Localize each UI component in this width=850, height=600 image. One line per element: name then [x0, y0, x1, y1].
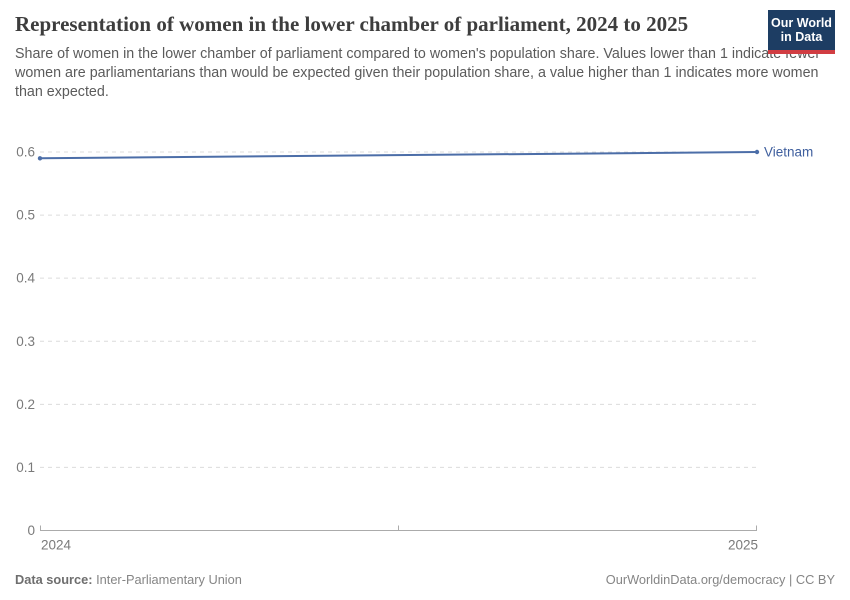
x-tick-label: 2024 — [41, 538, 72, 553]
owid-logo-line1: Our World — [771, 16, 832, 30]
y-tick-label: 0.1 — [16, 460, 35, 475]
series-line[interactable] — [39, 151, 758, 160]
data-source-value: Inter-Parliamentary Union — [92, 572, 242, 587]
owid-logo: Our World in Data — [768, 10, 835, 54]
y-tick-label: 0.6 — [16, 145, 35, 160]
chart-title: Representation of women in the lower cha… — [15, 12, 689, 36]
y-tick-label: 0.2 — [16, 397, 35, 412]
chart-subtitle: Share of women in the lower chamber of p… — [15, 46, 821, 101]
x-tick-label: 2025 — [728, 538, 758, 553]
y-tick-label: 0.4 — [16, 271, 35, 286]
series-label[interactable]: Vietnam — [764, 145, 813, 160]
series-endpoint-dot — [37, 156, 43, 161]
data-source-label: Data source: — [15, 572, 93, 587]
chart-header: Representation of women in the lower cha… — [15, 10, 835, 102]
data-source: Data source: Inter-Parliamentary Union — [15, 572, 242, 587]
y-tick-label: 0.3 — [16, 334, 35, 349]
attribution-link[interactable]: OurWorldinData.org/democracy | CC BY — [605, 572, 835, 587]
chart-footer: Data source: Inter-Parliamentary Union O… — [15, 572, 835, 587]
series-endpoint-dot — [754, 149, 760, 155]
y-tick-label: 0.5 — [16, 208, 35, 223]
owid-logo-line2: in Data — [780, 30, 823, 45]
y-tick-label: 0 — [27, 523, 35, 538]
